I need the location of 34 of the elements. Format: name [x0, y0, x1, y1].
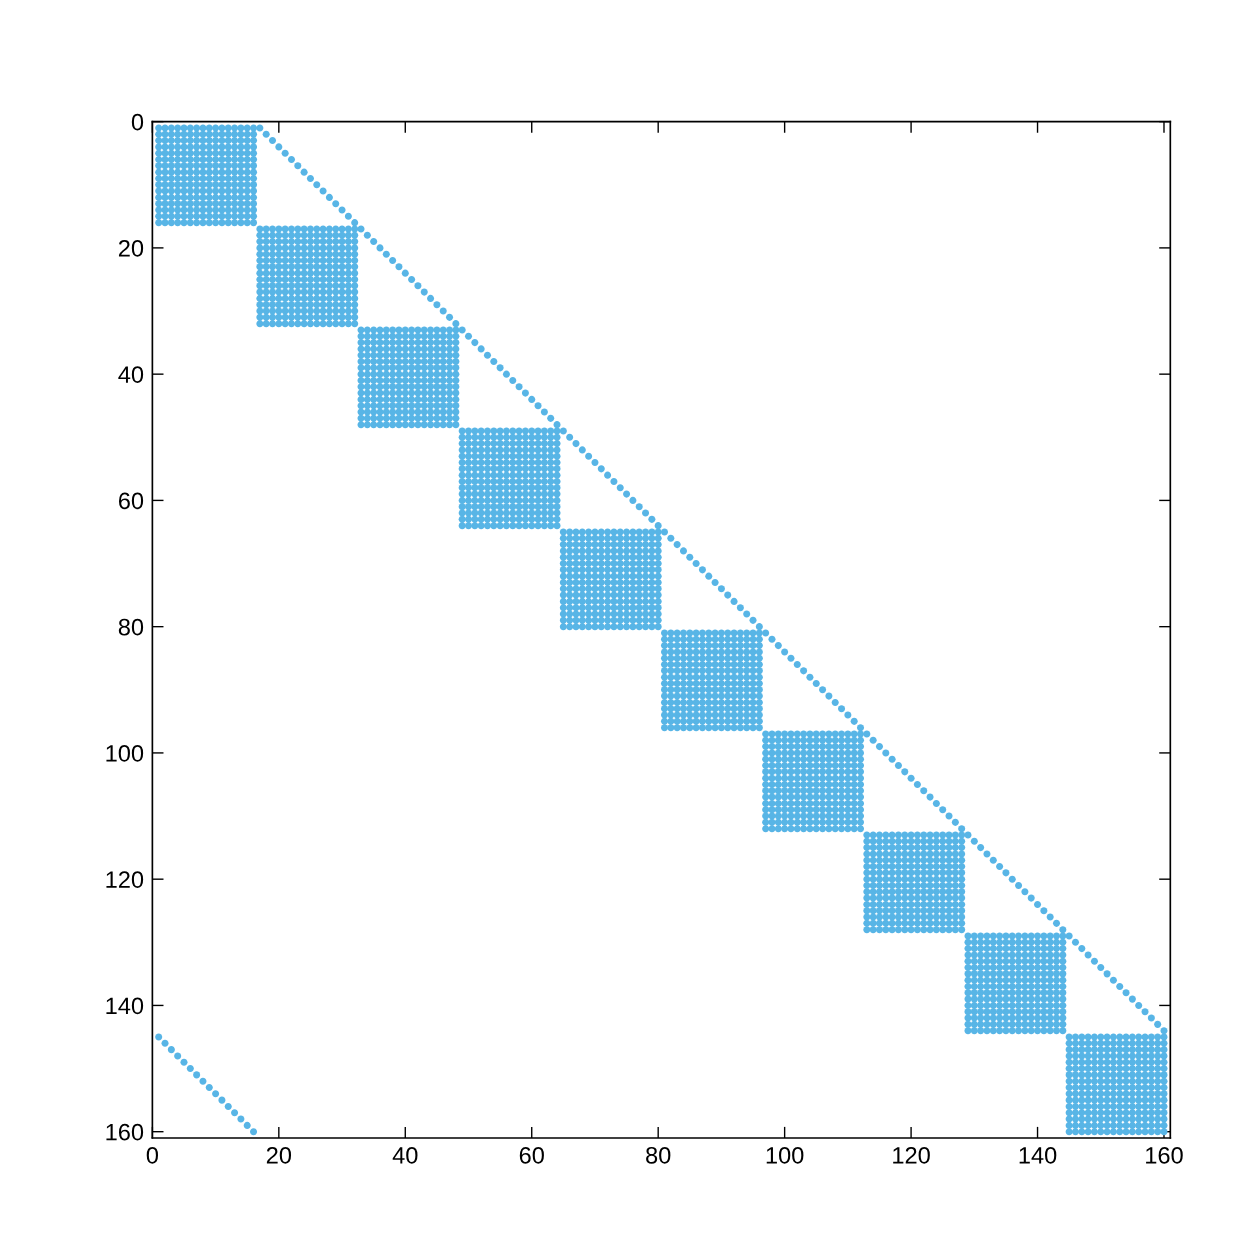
point	[174, 1052, 182, 1060]
point	[167, 1046, 175, 1054]
x-tick-label: 20	[266, 1146, 292, 1164]
y-tick-label: 0	[131, 113, 144, 131]
point	[155, 1033, 163, 1041]
x-tick-label: 0	[146, 1146, 159, 1164]
point	[243, 1121, 251, 1129]
y-tick-label: 60	[118, 492, 144, 510]
point	[250, 1128, 258, 1136]
y-tick-label: 120	[106, 871, 144, 888]
x-tick-label: 140	[1019, 1146, 1057, 1164]
y-tick-label: 80	[118, 618, 144, 636]
point	[218, 1096, 226, 1104]
x-tick-label: 40	[392, 1146, 418, 1164]
y-tick-label: 140	[106, 997, 144, 1015]
point	[186, 1065, 194, 1073]
x-tick-label: 120	[893, 1146, 930, 1164]
point	[224, 1102, 232, 1110]
y-tick-label: 40	[118, 366, 144, 383]
y-tick-label: 100	[106, 744, 144, 762]
point	[212, 1090, 220, 1098]
x-tick-label: 100	[766, 1146, 804, 1164]
point	[237, 1115, 245, 1123]
point	[199, 1077, 207, 1085]
point	[193, 1071, 201, 1079]
y-tick-label: 20	[118, 239, 144, 257]
x-tick-label: 80	[646, 1146, 671, 1164]
x-tick-label: 60	[519, 1146, 544, 1164]
x-tick-label: 160	[1146, 1146, 1183, 1164]
point	[161, 1039, 169, 1047]
point	[205, 1083, 213, 1092]
point	[231, 1109, 239, 1117]
y-tick-label: 160	[106, 1123, 144, 1141]
point	[180, 1058, 188, 1066]
